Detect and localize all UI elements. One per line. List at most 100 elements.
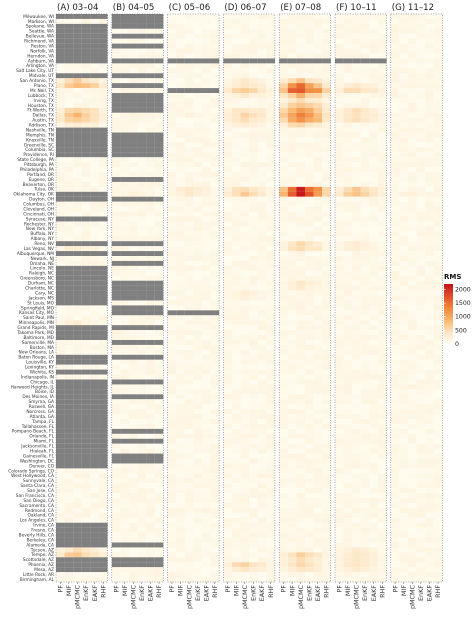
heatmap-cell	[167, 191, 177, 197]
heatmap-cell	[425, 443, 434, 449]
heatmap-cell	[287, 300, 297, 306]
heatmap-cell	[313, 260, 323, 266]
heatmap-cell	[322, 112, 331, 118]
heatmap-cell	[210, 339, 220, 345]
heatmap-cell	[111, 18, 121, 24]
heatmap-cell	[377, 83, 387, 89]
heatmap-cell	[184, 152, 194, 158]
heatmap-cell	[201, 147, 211, 153]
heatmap-cell	[128, 58, 138, 64]
heatmap-cell	[201, 404, 211, 410]
heatmap-cell	[128, 102, 138, 108]
heatmap-cell	[425, 246, 434, 252]
heatmap-cell	[98, 176, 108, 182]
heatmap-cell	[201, 28, 211, 34]
heatmap-cell	[231, 231, 241, 237]
heatmap-cell	[335, 552, 344, 558]
heatmap-cell	[279, 493, 288, 499]
heatmap-cell	[167, 14, 177, 19]
heatmap-cell	[369, 285, 378, 291]
heatmap-cell	[335, 359, 344, 365]
heatmap-cell	[146, 522, 155, 528]
heatmap-cell	[81, 226, 91, 232]
heatmap-cell	[369, 443, 378, 449]
heatmap-cell	[146, 73, 155, 79]
heatmap-cell	[154, 295, 164, 301]
heatmap-cell	[304, 38, 314, 44]
heatmap-cell	[146, 112, 155, 118]
heatmap-cell	[201, 93, 211, 99]
heatmap-cell	[343, 389, 353, 395]
heatmap-cell	[343, 438, 353, 444]
heatmap-cell	[120, 63, 130, 69]
heatmap-cell	[425, 73, 434, 79]
heatmap-cell	[73, 488, 82, 494]
heatmap-cell	[433, 295, 443, 301]
heatmap-cell	[433, 335, 443, 341]
heatmap-cell	[223, 443, 233, 449]
heatmap-cell	[240, 88, 250, 94]
heatmap-cell	[240, 502, 250, 508]
heatmap-cell	[81, 73, 91, 79]
heatmap-cell	[377, 379, 387, 385]
heatmap-cell	[210, 236, 220, 242]
heatmap-cell	[176, 246, 185, 252]
heatmap-cell	[296, 117, 305, 123]
heatmap-cell	[377, 102, 387, 108]
heatmap-cell	[111, 285, 121, 291]
city-label: Pittsburgh, PA	[24, 162, 54, 168]
heatmap-cell	[377, 433, 387, 439]
heatmap-cell	[257, 216, 267, 222]
heatmap-cell	[231, 172, 241, 178]
heatmap-cell	[81, 285, 91, 291]
heatmap-cell	[343, 68, 353, 74]
heatmap-cell	[390, 270, 400, 276]
panel-border	[55, 13, 108, 583]
heatmap-cell	[360, 374, 370, 380]
heatmap-cell	[154, 122, 164, 128]
heatmap-cell	[343, 132, 353, 138]
heatmap-cell	[73, 132, 82, 138]
heatmap-cell	[81, 315, 91, 321]
heatmap-cell	[360, 216, 370, 222]
heatmap-cell	[146, 211, 155, 217]
heatmap-cell	[304, 507, 314, 513]
heatmap-cell	[257, 14, 267, 19]
heatmap-cell	[137, 394, 147, 400]
heatmap-cell	[377, 552, 387, 558]
heatmap-cell	[128, 325, 138, 331]
heatmap-cell	[73, 127, 82, 133]
heatmap-cell	[425, 532, 434, 538]
heatmap-cell	[81, 463, 91, 469]
heatmap-cell	[146, 38, 155, 44]
heatmap-cell	[128, 127, 138, 133]
heatmap-cell	[407, 399, 417, 405]
heatmap-cell	[433, 458, 443, 464]
heatmap-cell	[399, 488, 409, 494]
heatmap-cell	[73, 88, 82, 94]
heatmap-cell	[287, 433, 297, 439]
heatmap-cell	[296, 167, 305, 173]
heatmap-cell	[266, 265, 275, 271]
heatmap-cell	[90, 483, 99, 489]
heatmap-cell	[304, 137, 314, 143]
heatmap-cell	[176, 572, 185, 578]
heatmap-cell	[249, 53, 258, 59]
heatmap-cell	[369, 196, 378, 202]
heatmap-cell	[154, 379, 164, 385]
heatmap-cell	[154, 83, 164, 89]
heatmap-cell	[266, 102, 275, 108]
heatmap-cell	[425, 330, 434, 336]
heatmap-cell	[377, 172, 387, 178]
heatmap-cell	[98, 552, 108, 558]
heatmap-cell	[210, 211, 220, 217]
heatmap-cell	[98, 280, 108, 286]
heatmap-cell	[369, 374, 378, 380]
heatmap-cell	[377, 364, 387, 370]
heatmap-cell	[322, 557, 331, 563]
heatmap-cell	[249, 325, 258, 331]
heatmap-cell	[369, 522, 378, 528]
heatmap-cell	[223, 488, 233, 494]
heatmap-cell	[322, 270, 331, 276]
